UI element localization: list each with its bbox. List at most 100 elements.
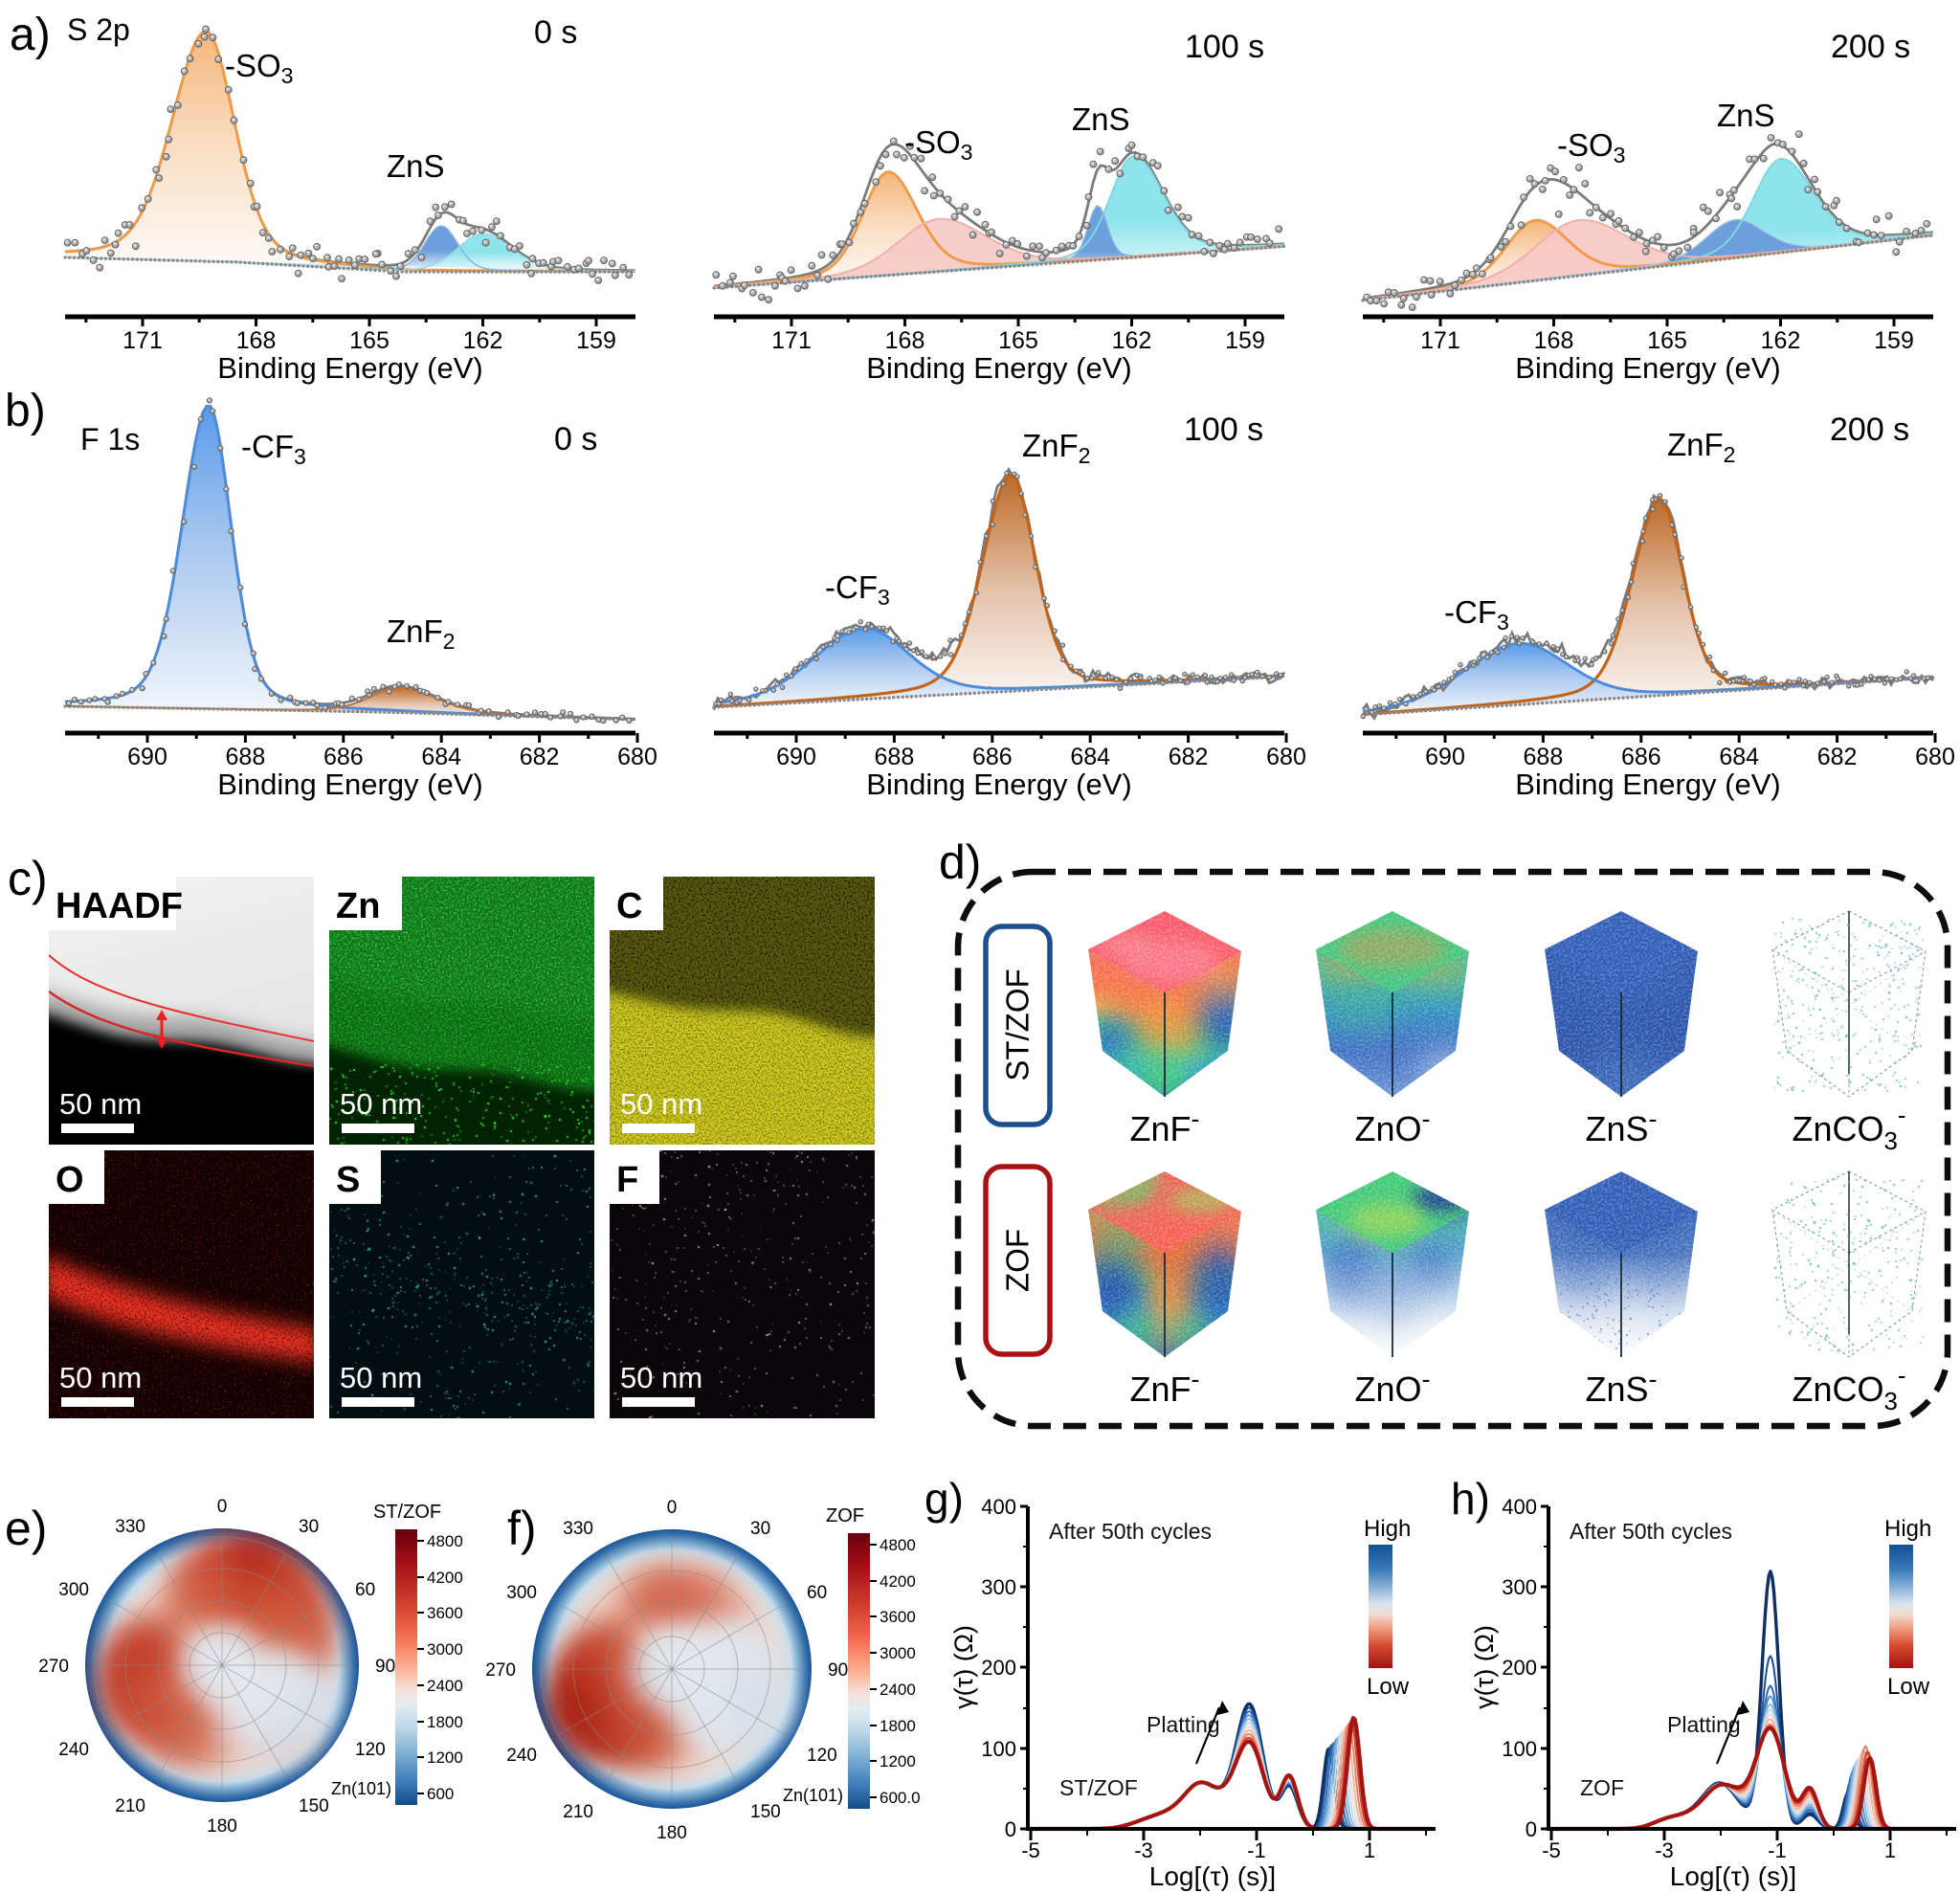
- svg-text:ZnCO3-: ZnCO3-: [1792, 1363, 1905, 1415]
- svg-text:0: 0: [217, 1497, 228, 1517]
- svg-text:h): h): [1451, 1474, 1490, 1524]
- svg-text:Low: Low: [1367, 1674, 1410, 1700]
- svg-text:688: 688: [1524, 744, 1564, 770]
- svg-text:Low: Low: [1887, 1674, 1930, 1700]
- svg-text:-CF3: -CF3: [1444, 594, 1509, 635]
- svg-text:-SO3: -SO3: [1557, 127, 1626, 167]
- svg-text:ST/ZOF: ST/ZOF: [1000, 969, 1036, 1080]
- svg-text:210: 210: [115, 1796, 145, 1816]
- svg-text:240: 240: [506, 1746, 537, 1766]
- svg-text:1800: 1800: [880, 1717, 916, 1735]
- svg-text:680: 680: [617, 744, 657, 770]
- svg-text:1: 1: [1884, 1838, 1896, 1862]
- svg-text:120: 120: [807, 1746, 837, 1766]
- svg-text:200 s: 200 s: [1831, 29, 1910, 65]
- svg-text:400: 400: [1502, 1495, 1537, 1519]
- svg-text:159: 159: [1225, 327, 1265, 354]
- svg-text:ZnF-: ZnF-: [1129, 1104, 1199, 1148]
- svg-text:165: 165: [349, 327, 390, 354]
- svg-text:100: 100: [1502, 1737, 1537, 1761]
- svg-text:ZnS: ZnS: [1072, 101, 1130, 137]
- svg-text:γ(τ) (Ω): γ(τ) (Ω): [949, 1625, 978, 1709]
- svg-text:90: 90: [828, 1660, 848, 1681]
- svg-text:ZnS-: ZnS-: [1585, 1365, 1657, 1409]
- svg-text:ZnF-: ZnF-: [1129, 1365, 1199, 1409]
- svg-text:682: 682: [1169, 744, 1209, 770]
- svg-text:-1: -1: [1247, 1838, 1266, 1862]
- svg-text:ST/ZOF: ST/ZOF: [1059, 1775, 1138, 1800]
- svg-text:Zn: Zn: [336, 886, 380, 926]
- svg-text:165: 165: [1647, 327, 1687, 354]
- svg-text:ZnO-: ZnO-: [1354, 1104, 1430, 1148]
- svg-text:Zn(101): Zn(101): [783, 1786, 843, 1805]
- svg-text:690: 690: [1425, 744, 1465, 770]
- svg-text:g): g): [924, 1474, 964, 1524]
- svg-text:-SO3: -SO3: [904, 124, 973, 165]
- svg-text:0: 0: [667, 1498, 678, 1518]
- svg-text:50 nm: 50 nm: [620, 1087, 702, 1121]
- svg-text:f): f): [507, 1502, 537, 1555]
- svg-text:0: 0: [1005, 1817, 1016, 1841]
- svg-text:-5: -5: [1021, 1838, 1040, 1862]
- svg-text:682: 682: [1817, 744, 1858, 770]
- svg-text:90: 90: [375, 1657, 395, 1677]
- svg-text:After 50th cycles: After 50th cycles: [1570, 1519, 1732, 1544]
- svg-text:ZnO-: ZnO-: [1354, 1365, 1430, 1409]
- svg-text:50 nm: 50 nm: [59, 1087, 142, 1121]
- svg-text:240: 240: [58, 1740, 89, 1760]
- svg-text:Binding Energy (eV): Binding Energy (eV): [1515, 351, 1780, 385]
- svg-text:0 s: 0 s: [554, 421, 597, 457]
- svg-text:400: 400: [981, 1495, 1016, 1519]
- svg-text:330: 330: [563, 1519, 593, 1539]
- svg-text:300: 300: [58, 1580, 89, 1600]
- svg-text:ZnF2: ZnF2: [1022, 428, 1091, 468]
- svg-text:686: 686: [972, 744, 1013, 770]
- svg-text:ZnS: ZnS: [387, 148, 445, 184]
- svg-text:-3: -3: [1134, 1838, 1153, 1862]
- svg-text:4200: 4200: [427, 1569, 463, 1587]
- svg-text:300: 300: [506, 1583, 537, 1603]
- svg-text:600.0: 600.0: [880, 1789, 921, 1807]
- svg-text:688: 688: [875, 744, 915, 770]
- svg-text:270: 270: [38, 1657, 69, 1677]
- svg-text:680: 680: [1266, 744, 1306, 770]
- svg-text:d): d): [939, 835, 981, 889]
- svg-text:Binding Energy (eV): Binding Energy (eV): [866, 351, 1131, 385]
- svg-text:162: 162: [463, 327, 503, 354]
- svg-text:ZOF: ZOF: [826, 1505, 864, 1526]
- svg-text:Zn(101): Zn(101): [331, 1779, 391, 1798]
- svg-text:686: 686: [1621, 744, 1661, 770]
- svg-text:600: 600: [427, 1785, 454, 1803]
- svg-text:3600: 3600: [880, 1608, 916, 1626]
- svg-text:60: 60: [355, 1580, 375, 1600]
- svg-text:171: 171: [771, 327, 812, 354]
- svg-text:Platting: Platting: [1667, 1712, 1741, 1737]
- svg-text:1200: 1200: [880, 1752, 916, 1771]
- svg-text:Binding Energy (eV): Binding Energy (eV): [1515, 768, 1780, 801]
- svg-text:690: 690: [776, 744, 816, 770]
- svg-text:Binding Energy (eV): Binding Energy (eV): [217, 768, 482, 801]
- svg-text:171: 171: [1420, 327, 1460, 354]
- svg-text:100 s: 100 s: [1184, 412, 1263, 448]
- svg-text:330: 330: [115, 1517, 145, 1537]
- svg-text:100: 100: [981, 1737, 1016, 1761]
- svg-text:ZnS-: ZnS-: [1585, 1104, 1657, 1148]
- svg-text:-5: -5: [1542, 1838, 1561, 1862]
- svg-text:Log[(τ) (s)]: Log[(τ) (s)]: [1149, 1861, 1276, 1891]
- svg-text:686: 686: [323, 744, 364, 770]
- svg-text:a): a): [10, 10, 51, 60]
- svg-text:200 s: 200 s: [1830, 412, 1909, 448]
- svg-text:30: 30: [299, 1517, 319, 1537]
- svg-text:162: 162: [1761, 327, 1801, 354]
- svg-text:HAADF: HAADF: [56, 886, 183, 926]
- svg-text:1200: 1200: [427, 1748, 463, 1767]
- svg-text:684: 684: [421, 744, 461, 770]
- svg-text:-CF3: -CF3: [825, 569, 890, 610]
- svg-text:1: 1: [1364, 1838, 1375, 1862]
- svg-text:Binding Energy (eV): Binding Energy (eV): [217, 351, 482, 385]
- svg-text:0 s: 0 s: [534, 14, 577, 51]
- svg-text:50 nm: 50 nm: [340, 1361, 422, 1394]
- svg-text:210: 210: [563, 1802, 593, 1822]
- svg-text:150: 150: [299, 1796, 329, 1816]
- svg-text:120: 120: [355, 1740, 386, 1760]
